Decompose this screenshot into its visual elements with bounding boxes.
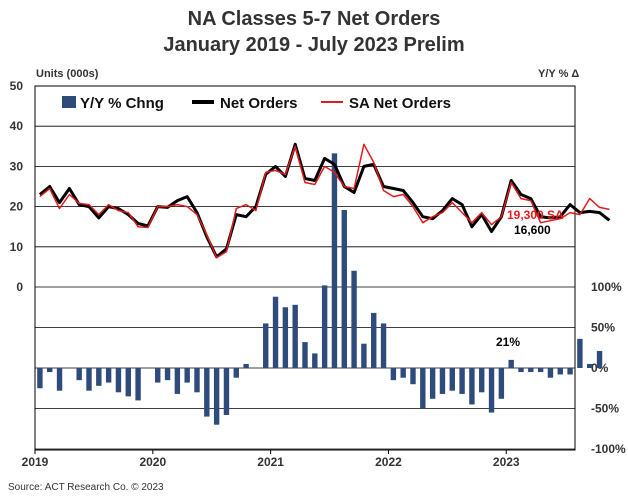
yoy-bar — [439, 368, 446, 394]
yoy-bar — [115, 368, 122, 393]
yoy-bar — [361, 343, 367, 368]
yoy-bar — [488, 368, 495, 413]
right-tick-label: -100% — [591, 442, 626, 456]
yoy-bar — [479, 368, 485, 393]
yoy-bar — [282, 307, 289, 368]
left-tick-label: 50 — [10, 79, 24, 93]
yoy-bar — [596, 350, 603, 368]
x-tick-label: 2019 — [22, 455, 49, 469]
chart-title: NA Classes 5-7 Net Orders — [187, 8, 441, 30]
right-tick-label: 50% — [591, 321, 615, 335]
x-tick-label: 2023 — [493, 455, 520, 469]
left-axis-label: Units (000s) — [36, 68, 99, 80]
chart-subtitle: January 2019 - July 2023 Prelim — [163, 34, 465, 56]
yoy-bar — [567, 368, 573, 375]
yoy-bar — [204, 368, 210, 417]
yoy-bar — [194, 368, 200, 393]
yoy-bar — [174, 368, 181, 394]
annotation-net-value: 16,600 — [514, 223, 551, 237]
yoy-bar — [302, 342, 308, 368]
yoy-bar — [135, 368, 141, 401]
yoy-bar — [233, 368, 239, 378]
yoy-bar — [498, 368, 505, 399]
x-tick-label: 2020 — [139, 455, 166, 469]
yoy-bar — [125, 368, 131, 397]
legend-label-yoy: Y/Y % Chng — [80, 95, 164, 112]
sa-net-orders-line — [39, 143, 610, 259]
right-tick-label: 100% — [591, 280, 622, 294]
yoy-bar — [321, 285, 328, 368]
yoy-bar — [155, 368, 161, 383]
right-tick-label: -50% — [591, 402, 619, 416]
yoy-bar — [213, 368, 220, 425]
left-tick-label: 30 — [10, 159, 24, 173]
legend-label-sa: SA Net Orders — [349, 95, 451, 112]
x-tick-label: 2022 — [375, 455, 402, 469]
yoy-bar — [263, 323, 269, 368]
yoy-bar — [56, 368, 63, 391]
yoy-bar — [577, 338, 583, 368]
yoy-bar — [47, 368, 53, 373]
yoy-bar — [272, 296, 279, 368]
x-tick-label: 2021 — [257, 455, 284, 469]
yoy-bar — [184, 368, 190, 383]
yoy-bar — [351, 270, 357, 368]
yoy-bar — [469, 368, 475, 405]
yoy-bar — [96, 368, 102, 386]
yoy-bar — [420, 368, 426, 409]
yoy-bar — [537, 368, 544, 373]
left-tick-label: 0 — [16, 280, 23, 294]
yoy-bar — [164, 368, 171, 381]
yoy-bar — [86, 368, 92, 391]
legend-label-net: Net Orders — [220, 95, 298, 112]
yoy-bar — [508, 359, 514, 368]
yoy-bar — [547, 368, 554, 378]
yoy-bar — [312, 353, 318, 368]
yoy-bar — [390, 368, 397, 381]
yoy-bar — [400, 368, 406, 378]
yoy-bar — [76, 368, 82, 381]
right-axis-label: Y/Y % Δ — [538, 68, 580, 80]
net-orders-line — [38, 142, 611, 259]
yoy-bar — [380, 323, 387, 368]
yoy-bar — [587, 363, 593, 368]
left-tick-label: 20 — [10, 200, 24, 214]
left-tick-label: 40 — [10, 119, 24, 133]
annotation-yoy-value: 21% — [496, 335, 520, 349]
yoy-bar — [371, 312, 377, 368]
yoy-bar — [449, 368, 455, 391]
yoy-bar — [518, 368, 524, 373]
yoy-bar — [410, 368, 416, 385]
yoy-bar — [528, 368, 534, 373]
yoy-bar — [105, 368, 112, 383]
source-note: Source: ACT Research Co. © 2023 — [8, 482, 164, 493]
yoy-bar — [292, 304, 298, 368]
legend-bar-swatch — [62, 96, 76, 108]
yoy-bar — [459, 368, 465, 394]
yoy-bar — [331, 153, 338, 368]
yoy-bar — [341, 210, 347, 368]
left-tick-label: 10 — [10, 240, 24, 254]
yoy-bar — [223, 368, 230, 415]
yoy-bar — [37, 368, 43, 389]
annotation-sa-value: 19,300 SA — [507, 208, 564, 222]
yoy-bar — [243, 363, 249, 368]
yoy-bar — [429, 368, 436, 399]
yoy-bar — [557, 368, 563, 375]
